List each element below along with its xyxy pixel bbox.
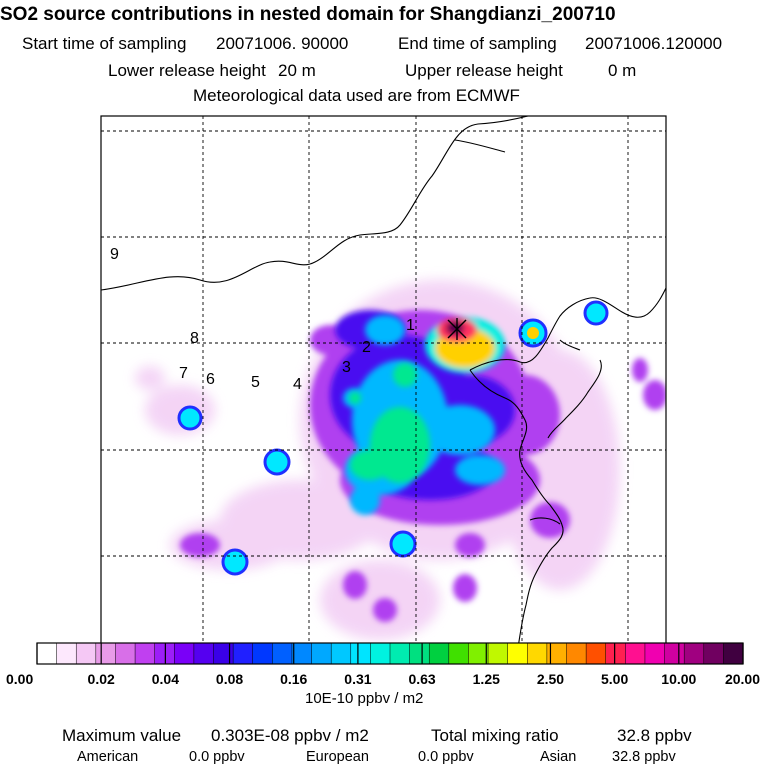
colorbar-tick-label: 0.02 <box>88 671 115 687</box>
region-label-7: 7 <box>179 365 188 382</box>
colorbar-cell <box>428 642 450 665</box>
lower-height-value: 20 m <box>278 61 316 80</box>
colorbar-tick-label: 20.00 <box>725 671 760 687</box>
colorbar-cell <box>644 642 666 665</box>
colorbar-cell <box>683 642 705 665</box>
colorbar-cell <box>115 642 136 665</box>
colorbar-cell <box>56 642 77 665</box>
total-mixing-value: 32.8 ppbv <box>617 726 692 745</box>
colorbar-tick-label: 0.63 <box>408 671 435 687</box>
colorbar-cell <box>389 642 411 665</box>
colorbar-tick-label: 1.25 <box>473 671 500 687</box>
units-label: 10E-10 ppbv / m2 <box>305 690 424 707</box>
american-label: American <box>77 749 139 765</box>
colorbar-cell <box>507 642 528 665</box>
colorbar-cell <box>174 642 195 665</box>
colorbar-tick-label: 5.00 <box>601 671 628 687</box>
colorbar-cell <box>566 642 587 665</box>
colorbar-cell <box>448 642 469 665</box>
plume-layer <box>101 116 666 648</box>
met-data-line: Meteorological data used are from ECMWF <box>193 86 520 105</box>
colorbar-cell <box>36 642 58 665</box>
colorbar-cell <box>272 642 293 665</box>
start-time-value: 20071006. 90000 <box>216 34 349 53</box>
upper-height-label: Upper release height <box>405 61 563 80</box>
colorbar-cell <box>468 642 489 665</box>
european-value: 0.0 ppbv <box>418 749 474 765</box>
colorbar-tick-label: 0.31 <box>344 671 371 687</box>
region-label-1: 1 <box>406 317 415 334</box>
total-mixing-label: Total mixing ratio <box>431 726 559 745</box>
region-label-9: 9 <box>110 246 119 263</box>
region-label-3: 3 <box>342 359 351 376</box>
max-value-label: Maximum value <box>62 726 182 745</box>
colorbar-tick-label: 2.50 <box>537 671 564 687</box>
colorbar-cell <box>605 642 626 665</box>
colorbar-cell <box>232 642 254 665</box>
colorbar-cell <box>703 642 724 665</box>
colorbar-cell <box>527 642 548 665</box>
colorbar-cell <box>370 642 391 665</box>
region-label-6: 6 <box>206 371 215 388</box>
lower-height-label: Lower release height <box>108 61 266 80</box>
colorbar-cell <box>350 642 371 665</box>
asian-value: 32.8 ppbv <box>612 749 676 765</box>
colorbar-cell <box>95 642 116 665</box>
upper-height-value: 0 m <box>608 61 637 80</box>
colorbar-cell <box>213 642 234 665</box>
region-label-8: 8 <box>190 330 199 347</box>
colorbar-cell <box>154 642 175 665</box>
european-label: European <box>306 749 369 765</box>
colorbar-cell <box>193 642 215 665</box>
colorbar-tick-label: 0.00 <box>6 671 33 687</box>
american-value: 0.0 ppbv <box>189 749 245 765</box>
asian-label: Asian <box>540 749 577 765</box>
max-value: 0.303E-08 ppbv / m2 <box>211 726 369 745</box>
colorbar-cell <box>311 642 332 665</box>
end-time-value: 20071006.120000 <box>585 34 723 53</box>
colorbar-cell <box>75 642 97 665</box>
colorbar-cell <box>291 642 313 665</box>
colorbar-cell <box>409 642 430 665</box>
start-time-label: Start time of sampling <box>22 34 187 53</box>
colorbar-cell <box>330 642 352 665</box>
colorbar-cell <box>664 642 685 665</box>
colorbar-cell <box>723 642 744 665</box>
colorbar-cell <box>134 642 156 665</box>
colorbar-cell <box>585 642 607 665</box>
colorbar-cell <box>487 642 509 665</box>
colorbar-tick-label: 0.08 <box>216 671 243 687</box>
colorbar-cell <box>252 642 273 665</box>
end-time-label: End time of sampling <box>398 34 557 53</box>
colorbar-tick-label: 10.00 <box>661 671 696 687</box>
colorbar-tick-label: 0.04 <box>152 671 179 687</box>
region-label-2: 2 <box>362 339 371 356</box>
region-label-5: 5 <box>251 374 260 391</box>
colorbar-cell <box>625 642 646 665</box>
receptor-marker <box>447 318 467 340</box>
chart-title: SO2 source contributions in nested domai… <box>0 4 616 25</box>
colorbar-tick-label: 0.16 <box>280 671 307 687</box>
region-label-4: 4 <box>293 376 302 393</box>
